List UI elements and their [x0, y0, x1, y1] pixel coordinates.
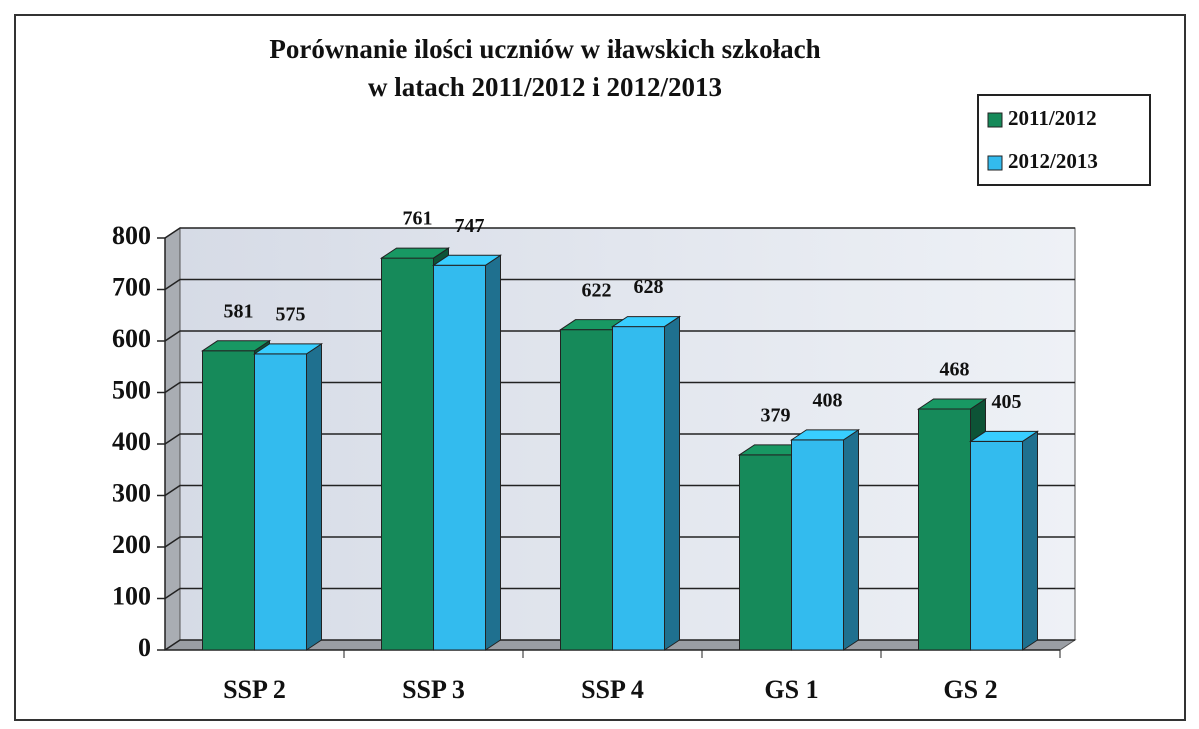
legend-label: 2012/2013	[1008, 149, 1098, 173]
bar-top	[789, 429, 861, 441]
y-tick-label: 600	[112, 324, 151, 353]
x-tick-label: SSP 4	[581, 675, 644, 704]
value-label: 408	[813, 389, 843, 411]
grid-line	[164, 433, 1075, 445]
y-tick-label: 0	[138, 633, 151, 662]
x-tick-label: GS 2	[943, 675, 997, 704]
bar-top	[431, 254, 503, 266]
bar-top	[379, 247, 451, 259]
chart-border	[14, 14, 1186, 721]
x-tick-label: GS 1	[764, 675, 818, 704]
y-tick-label: 800	[112, 221, 151, 250]
bar	[970, 440, 1023, 651]
bar-top	[610, 316, 682, 328]
bar-side	[843, 428, 859, 651]
y-tick-label: 300	[112, 478, 151, 507]
y-tick-label: 100	[112, 581, 151, 610]
bar-side	[485, 254, 501, 651]
bar-top	[200, 340, 272, 352]
plot-area: 0 100 200 300 400 500 600 700 800 SSP 2 581 575 SSP …	[112, 208, 1077, 704]
grid-line	[164, 227, 1075, 239]
bar	[433, 264, 486, 651]
bar	[254, 353, 307, 651]
chart-subtitle: w latach 2011/2012 i 2012/2013	[368, 72, 722, 102]
bar-side	[664, 315, 680, 651]
grid-line	[164, 330, 1075, 342]
value-label: 747	[455, 215, 485, 237]
grid-line	[164, 381, 1075, 394]
bar-top	[968, 430, 1040, 442]
legend-swatch	[987, 112, 1003, 128]
grid-line	[164, 278, 1075, 291]
bar	[202, 350, 255, 651]
value-label: 379	[761, 404, 791, 426]
bar	[918, 408, 971, 651]
value-label: 581	[224, 300, 254, 322]
bar	[791, 439, 844, 651]
y-tick-label: 200	[112, 530, 151, 559]
bar-side	[306, 342, 322, 651]
x-tick-label: SSP 2	[223, 675, 286, 704]
y-tick-label: 500	[112, 375, 151, 404]
value-label: 405	[992, 391, 1022, 413]
bar-top	[252, 343, 324, 355]
legend	[977, 94, 1151, 186]
bar	[739, 454, 792, 651]
value-label: 622	[582, 279, 612, 301]
legend-swatch	[987, 155, 1003, 171]
y-tick-label: 700	[112, 272, 151, 301]
chart-title: Porównanie ilości uczniów w iławskich sz…	[269, 34, 820, 64]
y-tick-label: 400	[112, 427, 151, 456]
x-tick-label: SSP 3	[402, 675, 465, 704]
bar	[560, 329, 613, 651]
value-label: 628	[634, 276, 664, 298]
legend-label: 2011/2012	[1008, 106, 1097, 130]
bar	[612, 326, 665, 651]
value-label: 761	[403, 208, 433, 230]
value-label: 575	[276, 303, 306, 325]
bar-side	[1022, 430, 1038, 651]
bar	[381, 257, 434, 651]
value-label: 468	[940, 359, 970, 381]
bar-top	[916, 398, 988, 410]
